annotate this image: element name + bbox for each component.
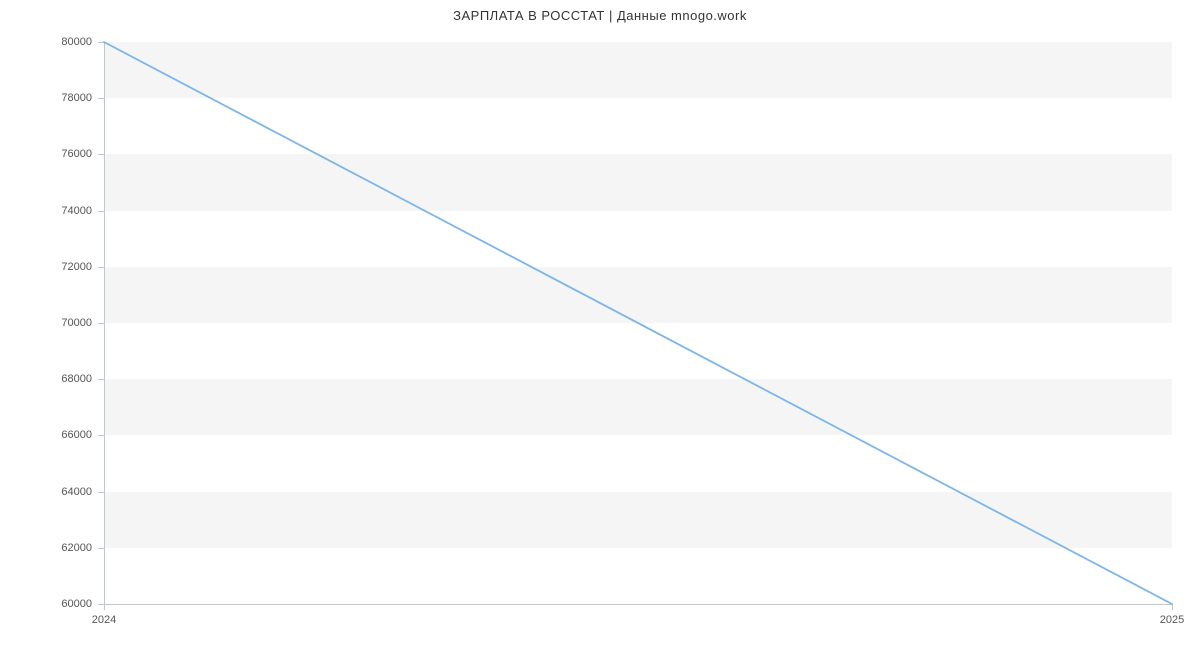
y-tick-label: 64000	[34, 486, 92, 498]
series-line-salary	[104, 42, 1172, 604]
y-tick-label: 74000	[34, 205, 92, 217]
plot-area: 6000062000640006600068000700007200074000…	[104, 42, 1172, 604]
x-tick	[1172, 604, 1173, 610]
y-tick-label: 62000	[34, 542, 92, 554]
y-tick-label: 66000	[34, 429, 92, 441]
chart-title: ЗАРПЛАТА В РОССТАТ | Данные mnogo.work	[0, 8, 1200, 23]
x-tick	[104, 604, 105, 610]
salary-line-chart: ЗАРПЛАТА В РОССТАТ | Данные mnogo.work 6…	[0, 0, 1200, 650]
y-tick-label: 70000	[34, 317, 92, 329]
x-tick-label: 2025	[1160, 614, 1184, 626]
y-tick-label: 76000	[34, 148, 92, 160]
y-tick-label: 78000	[34, 92, 92, 104]
y-tick-label: 68000	[34, 373, 92, 385]
series-layer	[104, 42, 1172, 604]
y-tick-label: 72000	[34, 261, 92, 273]
y-tick-label: 80000	[34, 36, 92, 48]
x-tick-label: 2024	[92, 614, 116, 626]
x-axis-line	[104, 604, 1172, 605]
y-tick-label: 60000	[34, 598, 92, 610]
